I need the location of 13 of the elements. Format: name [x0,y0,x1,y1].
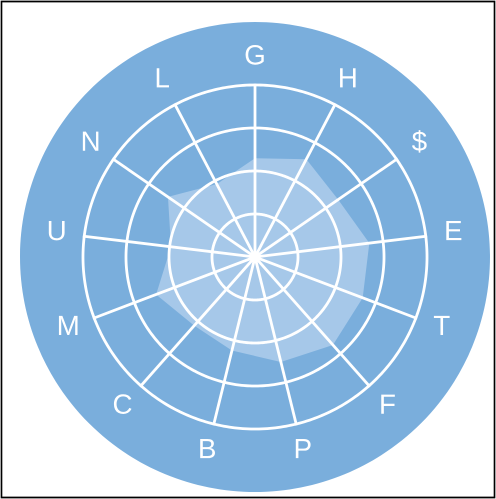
spoke-label: M [58,316,78,336]
spoke-label: $ [412,130,427,153]
spoke-label: C [114,394,132,414]
spoke-label: P [296,439,311,458]
spoke-label: F [381,394,395,414]
spoke-label: L [156,68,169,88]
spoke-label: T [434,316,450,336]
spoke-label: G [246,45,264,65]
spoke-label: B [200,439,215,458]
spoke-label: E [446,220,462,240]
spoke-label: N [82,132,98,151]
spoke-label: U [48,220,65,240]
spoke-label: H [340,68,356,88]
